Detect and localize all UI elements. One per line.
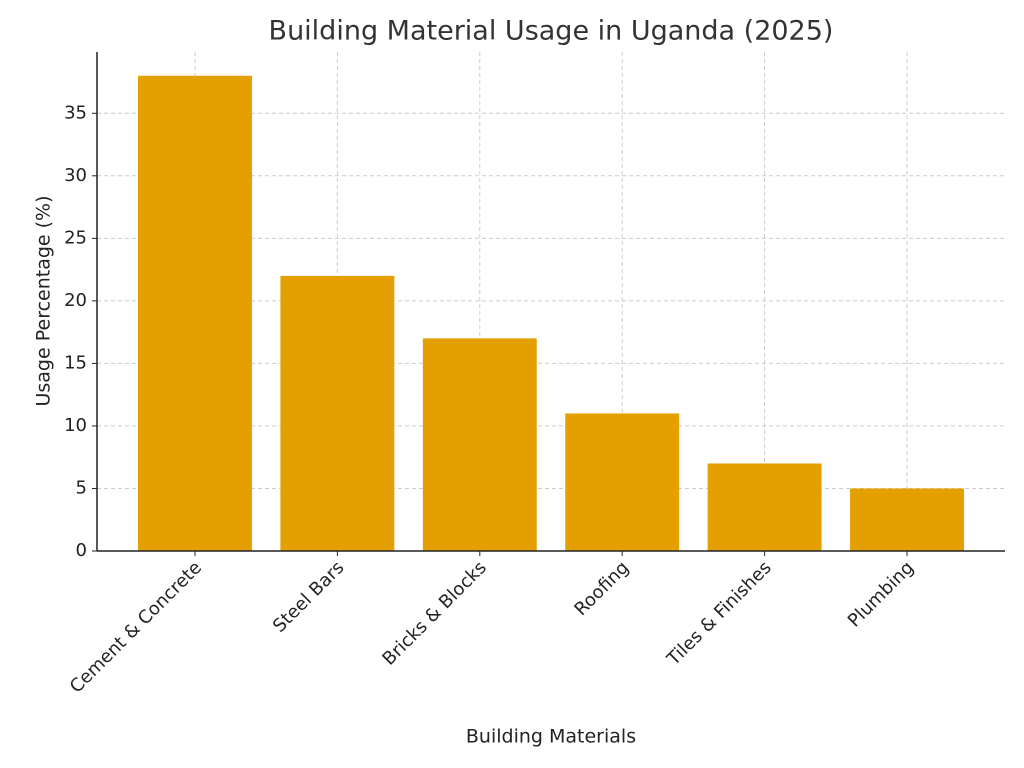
x-tick-label: Steel Bars bbox=[269, 557, 349, 637]
x-tick-label: Cement & Concrete bbox=[66, 557, 206, 697]
y-tick-label: 30 bbox=[64, 165, 87, 186]
bar bbox=[422, 338, 537, 551]
y-tick-label: 15 bbox=[64, 352, 87, 373]
x-tick-label: Bricks & Blocks bbox=[378, 557, 490, 669]
y-tick-label: 35 bbox=[64, 102, 87, 123]
bar bbox=[280, 275, 395, 551]
y-tick-label: 20 bbox=[64, 290, 87, 311]
bars bbox=[138, 75, 964, 551]
y-tick-label: 0 bbox=[76, 540, 87, 561]
bar bbox=[138, 75, 252, 551]
bar bbox=[850, 488, 964, 551]
x-tick-label: Plumbing bbox=[844, 557, 918, 631]
y-tick-label: 25 bbox=[64, 227, 87, 248]
x-axis-label: Building Materials bbox=[466, 726, 636, 748]
y-tick-label: 10 bbox=[64, 415, 87, 436]
x-tick-label: Tiles & Finishes bbox=[662, 557, 775, 670]
x-tick-label: Roofing bbox=[570, 557, 633, 620]
bar bbox=[565, 413, 680, 551]
bar bbox=[707, 463, 822, 551]
y-axis-label: Usage Percentage (%) bbox=[33, 195, 55, 406]
chart-title: Building Material Usage in Uganda (2025) bbox=[269, 16, 834, 47]
y-tick-label: 5 bbox=[76, 477, 87, 498]
